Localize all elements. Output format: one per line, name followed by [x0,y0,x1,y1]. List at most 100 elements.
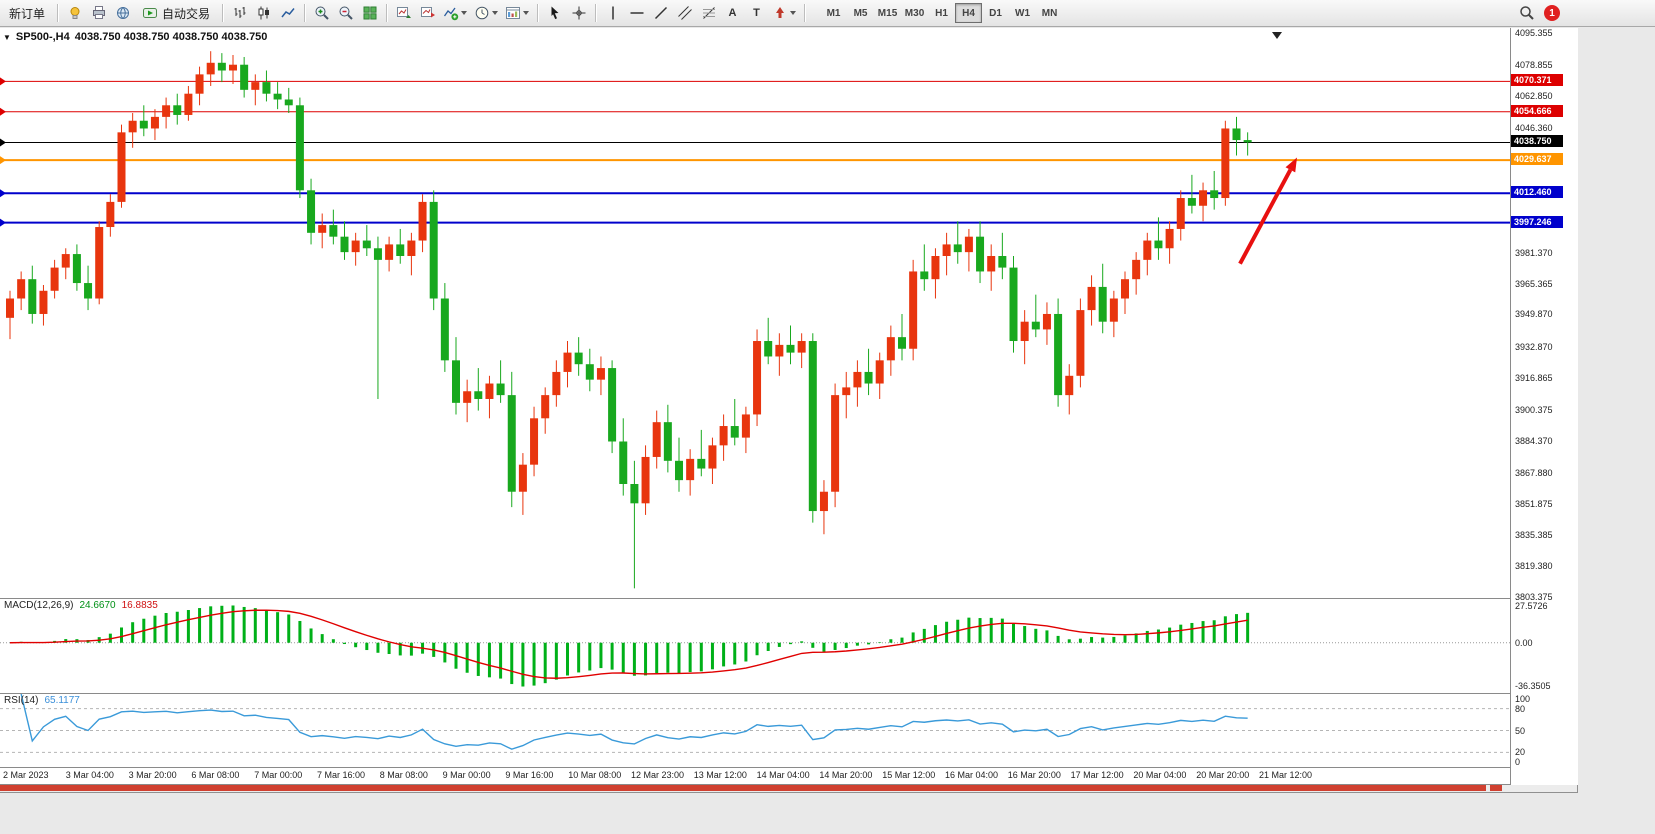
price-chart-plot[interactable] [0,28,1510,598]
candle-body[interactable] [117,132,126,202]
candle-body[interactable] [1098,286,1107,322]
candle-body[interactable] [741,414,750,438]
candle-body[interactable] [1109,298,1118,322]
horizontal-scrollbar-track[interactable] [0,785,1577,792]
candle-body[interactable] [964,236,973,253]
autotrading-button[interactable]: 自动交易 [135,2,217,24]
candle-body[interactable] [407,240,416,256]
candle-body[interactable] [1143,240,1152,260]
candlesticks[interactable] [6,51,1252,589]
one-click-trading-toggle[interactable]: ▼ [3,32,11,42]
candle-body[interactable] [1232,128,1241,141]
horizontal-line-tool-button[interactable] [625,2,648,24]
candle-body[interactable] [708,445,717,469]
candle-body[interactable] [976,236,985,272]
text-tool-button[interactable]: A [721,2,744,24]
horizontal-scrollbar-thumb[interactable] [0,785,1486,791]
price-axis[interactable]: 27.5726 0.00 -36.3505 4095.355 4078.855 40… [1510,28,1578,785]
candle-body[interactable] [953,244,962,253]
candle-body[interactable] [920,271,929,280]
candle-body[interactable] [764,341,773,357]
candle-body[interactable] [206,62,215,75]
candle-body[interactable] [842,387,851,396]
candle-body[interactable] [240,64,249,90]
candle-body[interactable] [808,341,817,512]
line-chart-mode-button[interactable] [276,2,299,24]
candle-body[interactable] [686,458,695,481]
candle-body[interactable] [1210,190,1219,199]
fibonacci-tool-button[interactable] [697,2,720,24]
candle-body[interactable] [909,271,918,349]
candle-body[interactable] [139,120,148,129]
candle-body[interactable] [1132,259,1141,280]
candle-body[interactable] [987,256,996,272]
candle-body[interactable] [351,240,360,253]
arrows-tool-button[interactable] [769,2,799,24]
candle-body[interactable] [1054,313,1063,396]
candle-body[interactable] [886,337,895,361]
candle-body[interactable] [619,441,628,484]
candle-body[interactable] [329,225,338,237]
candle-body[interactable] [340,236,349,253]
candle-body[interactable] [273,93,282,100]
candle-body[interactable] [262,82,271,94]
candle-body[interactable] [251,82,260,90]
candle-body[interactable] [942,244,951,256]
candle-body[interactable] [1199,190,1208,206]
candle-body[interactable] [1243,140,1252,143]
candle-body[interactable] [1221,128,1230,199]
candle-body[interactable] [641,456,650,504]
timeframe-button-m30[interactable]: M30 [904,7,925,19]
crosshair-tool-button[interactable] [567,2,590,24]
candle-body[interactable] [596,368,605,380]
timeframe-button-h4[interactable]: H4 [955,3,983,23]
panel-separator[interactable] [0,598,1577,599]
templates-button[interactable] [502,2,532,24]
candle-body[interactable] [530,418,539,465]
candle-body[interactable] [1042,313,1051,330]
candle-body[interactable] [630,484,639,504]
candle-body[interactable] [819,491,828,512]
candle-body[interactable] [1121,279,1129,299]
candle-body[interactable] [61,254,70,268]
timeframe-button-h1[interactable]: H1 [935,7,948,19]
candle-body[interactable] [931,256,940,280]
candle-body[interactable] [128,120,137,133]
candle-body[interactable] [72,254,81,284]
panel-separator[interactable] [0,693,1577,694]
candle-body[interactable] [1020,321,1029,342]
channel-tool-button[interactable] [673,2,696,24]
auto-scroll-button[interactable] [392,2,415,24]
candle-body[interactable] [385,244,394,260]
candle-body[interactable] [173,105,182,115]
rsi-panel-plot[interactable] [0,694,1510,767]
candle-body[interactable] [1087,286,1096,311]
candle-body[interactable] [998,256,1007,268]
trendline-tool-button[interactable] [649,2,672,24]
candle-body[interactable] [1009,267,1018,342]
candle-body[interactable] [1187,198,1196,206]
timeframe-button-m1[interactable]: M1 [826,7,841,19]
periods-button[interactable] [471,2,501,24]
candle-body[interactable] [373,248,382,260]
candle-body[interactable] [195,74,204,94]
candle-body[interactable] [675,460,683,481]
candle-body[interactable] [1076,310,1085,376]
candle-body[interactable] [217,62,226,71]
candle-body[interactable] [853,371,862,388]
candle-body[interactable] [496,383,505,396]
timeframe-button-d1[interactable]: D1 [989,7,1002,19]
candle-body[interactable] [6,298,14,318]
candle-body[interactable] [797,341,806,353]
candle-body[interactable] [39,290,48,314]
candle-body[interactable] [318,225,327,233]
candle-body[interactable] [753,341,762,415]
zoom-in-button[interactable] [310,2,333,24]
candle-body[interactable] [507,395,516,492]
candle-body[interactable] [452,360,460,403]
candle-body[interactable] [28,279,37,314]
time-axis[interactable]: 2 Mar 2023 3 Mar 04:00 3 Mar 20:00 6 Mar 08… [0,768,1510,784]
candle-body[interactable] [474,391,483,399]
trend-arrow-line[interactable] [1238,168,1293,265]
candle-body[interactable] [1176,198,1185,229]
